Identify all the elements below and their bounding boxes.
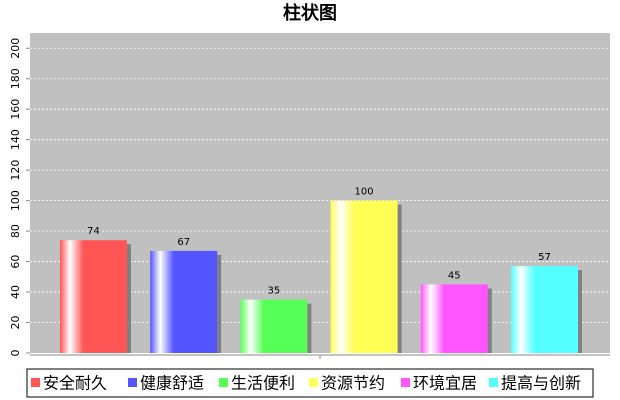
legend-label: 生活便利 — [231, 374, 295, 393]
y-tick-label: 100 — [9, 190, 22, 211]
legend-label: 安全耐久 — [43, 374, 107, 393]
legend-swatch — [401, 378, 410, 387]
legend-swatch — [489, 378, 498, 387]
y-tick-label: 40 — [9, 285, 22, 299]
y-tick-label: 160 — [9, 99, 22, 120]
legend-label: 环境宜居 — [413, 374, 477, 393]
y-tick-label: 80 — [9, 224, 22, 238]
legend-swatch — [309, 378, 318, 387]
bar — [240, 299, 308, 353]
y-tick-label: 140 — [9, 129, 22, 150]
value-label: 67 — [177, 237, 190, 248]
value-label: 74 — [87, 226, 100, 237]
y-tick-label: 20 — [9, 316, 22, 330]
bar — [420, 284, 488, 353]
y-tick-label: 180 — [9, 68, 22, 89]
bar — [60, 240, 127, 353]
legend-label: 资源节约 — [321, 374, 385, 393]
y-tick-label: 120 — [9, 160, 22, 181]
value-label: 57 — [538, 252, 551, 263]
chart-title: 柱状图 — [283, 2, 337, 24]
y-tick-label: 0 — [9, 350, 22, 357]
legend-label: 健康舒适 — [140, 374, 204, 393]
legend-swatch — [219, 378, 228, 387]
bar — [330, 200, 398, 353]
legend-swatch — [128, 378, 137, 387]
legend-label: 提高与创新 — [501, 374, 581, 393]
y-tick-label: 200 — [9, 38, 22, 59]
bar — [150, 250, 218, 353]
value-label: 100 — [355, 187, 374, 198]
value-label: 45 — [448, 270, 461, 281]
y-tick-label: 60 — [9, 255, 22, 269]
legend-swatch — [31, 378, 40, 387]
value-label: 35 — [268, 286, 281, 297]
bar — [511, 266, 578, 353]
